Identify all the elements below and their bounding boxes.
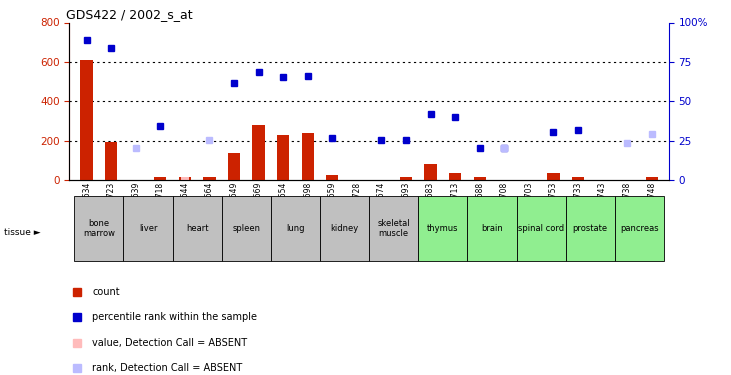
Bar <box>320 196 369 261</box>
Bar <box>326 175 338 180</box>
Text: lung: lung <box>287 224 305 233</box>
Bar <box>566 196 615 261</box>
Bar <box>277 135 289 180</box>
Text: pancreas: pancreas <box>620 224 659 233</box>
Bar <box>179 177 191 180</box>
Bar <box>369 196 418 261</box>
Bar <box>221 196 271 261</box>
Bar <box>181 177 189 180</box>
Text: prostate: prostate <box>572 224 607 233</box>
Bar <box>271 196 320 261</box>
Bar <box>154 177 167 180</box>
Bar <box>645 177 658 180</box>
Text: percentile rank within the sample: percentile rank within the sample <box>92 312 257 322</box>
Text: count: count <box>92 287 120 297</box>
Bar <box>572 177 584 180</box>
Bar <box>75 196 124 261</box>
Text: liver: liver <box>139 224 157 233</box>
Bar <box>449 173 461 180</box>
Bar <box>400 177 412 180</box>
Text: spinal cord: spinal cord <box>518 224 564 233</box>
Bar <box>467 196 517 261</box>
Text: skeletal
muscle: skeletal muscle <box>377 219 410 239</box>
Bar <box>252 125 265 180</box>
Bar <box>548 173 559 180</box>
Bar <box>302 133 314 180</box>
Text: kidney: kidney <box>330 224 359 233</box>
Text: rank, Detection Call = ABSENT: rank, Detection Call = ABSENT <box>92 363 243 373</box>
Text: heart: heart <box>186 224 208 233</box>
Bar <box>203 177 216 180</box>
Bar <box>124 196 173 261</box>
Bar <box>228 153 240 180</box>
Bar <box>173 196 221 261</box>
Bar <box>418 196 467 261</box>
Text: bone
marrow: bone marrow <box>83 219 115 239</box>
Bar <box>105 142 118 180</box>
Bar <box>80 60 93 180</box>
Bar <box>517 196 566 261</box>
Text: thymus: thymus <box>427 224 458 233</box>
Text: GDS422 / 2002_s_at: GDS422 / 2002_s_at <box>67 8 193 21</box>
Text: spleen: spleen <box>232 224 260 233</box>
Bar <box>474 177 486 180</box>
Text: brain: brain <box>481 224 503 233</box>
Bar <box>615 196 664 261</box>
Text: value, Detection Call = ABSENT: value, Detection Call = ABSENT <box>92 338 247 348</box>
Bar <box>425 164 436 180</box>
Text: tissue ►: tissue ► <box>4 228 40 237</box>
